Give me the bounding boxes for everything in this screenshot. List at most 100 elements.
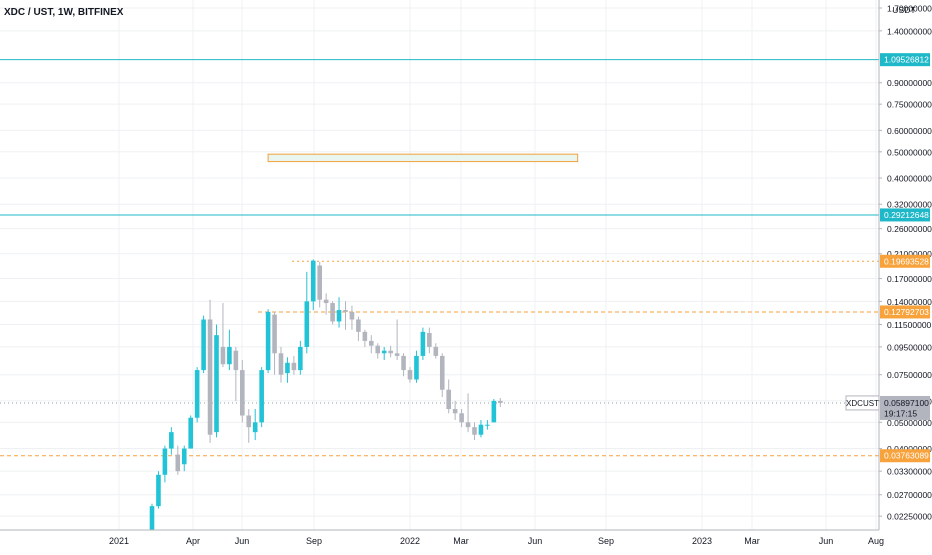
candle-body xyxy=(149,506,155,530)
candle-body xyxy=(439,355,445,390)
chart-title: XDC / UST, 1W, BITFINEX xyxy=(4,7,124,18)
candle[interactable] xyxy=(240,359,245,423)
candle[interactable] xyxy=(491,398,497,423)
price-axis-tick-label: 0.02250000 xyxy=(887,512,932,522)
candle-body xyxy=(407,370,413,380)
candle[interactable] xyxy=(336,297,342,328)
candle[interactable] xyxy=(201,315,206,374)
candle[interactable] xyxy=(375,343,381,359)
time-axis-tick-label: Apr xyxy=(186,536,200,546)
time-axis[interactable]: 2021 Apr Jun Sep 2022 Mar Jun Sep 2023 Mar Jun Aug xyxy=(109,536,884,546)
line-price-label: 1.09526812 xyxy=(884,55,929,65)
candle-body xyxy=(478,424,484,435)
candle-body xyxy=(214,335,219,433)
candles[interactable] xyxy=(149,259,503,530)
candle[interactable] xyxy=(427,327,432,354)
candle[interactable] xyxy=(349,305,355,330)
candle-body xyxy=(259,370,264,423)
candle[interactable] xyxy=(369,335,374,354)
candle-body xyxy=(156,474,161,507)
price-axis-tick-label: 0.03300000 xyxy=(887,467,932,477)
candle[interactable] xyxy=(433,343,439,359)
horizontal-lines[interactable] xyxy=(0,59,879,457)
candle[interactable] xyxy=(498,398,503,407)
candle[interactable] xyxy=(317,261,322,308)
price-axis-tick-label: 0.14000000 xyxy=(887,297,932,307)
candle[interactable] xyxy=(272,311,277,375)
candle[interactable] xyxy=(214,324,219,438)
candle[interactable] xyxy=(394,319,400,360)
candle-body xyxy=(369,340,374,346)
candle-body xyxy=(310,260,316,302)
candle[interactable] xyxy=(175,445,181,475)
time-axis-tick-label: Jun xyxy=(528,536,543,546)
candle[interactable] xyxy=(323,293,329,315)
time-axis-tick-label: Jun xyxy=(819,536,834,546)
candle[interactable] xyxy=(278,346,284,383)
candle[interactable] xyxy=(472,422,477,441)
price-axis-tick-label: 0.21000000 xyxy=(887,249,932,259)
price-axis-tick-label: 0.32000000 xyxy=(887,200,932,210)
time-axis-tick-label: Mar xyxy=(453,536,469,546)
candle[interactable] xyxy=(414,350,419,383)
price-axis-tick-label: 1.70000000 xyxy=(887,4,932,14)
candle[interactable] xyxy=(156,471,161,509)
candle[interactable] xyxy=(149,503,155,530)
candle[interactable] xyxy=(291,355,297,375)
candle[interactable] xyxy=(401,353,406,377)
candle[interactable] xyxy=(356,316,361,341)
candle[interactable] xyxy=(310,259,316,311)
candle[interactable] xyxy=(220,303,226,368)
current-price-value: 0.05897100 xyxy=(884,398,929,408)
price-axis-tick-label: 0.26000000 xyxy=(887,224,932,234)
price-axis-tick-label: 0.40000000 xyxy=(887,174,932,184)
line-price-label-background xyxy=(880,53,930,67)
candle[interactable] xyxy=(246,409,252,443)
candle-body xyxy=(343,310,348,312)
candle[interactable] xyxy=(259,367,264,428)
candle[interactable] xyxy=(446,379,451,414)
candle[interactable] xyxy=(478,420,484,438)
candle[interactable] xyxy=(162,445,168,483)
candle[interactable] xyxy=(420,327,426,360)
candle[interactable] xyxy=(227,329,232,371)
candle[interactable] xyxy=(169,427,174,455)
candle-body xyxy=(278,353,284,375)
candle-body xyxy=(336,310,342,322)
candle[interactable] xyxy=(407,367,413,383)
supply-zone-rectangle[interactable] xyxy=(267,153,579,163)
candle[interactable] xyxy=(252,409,258,441)
candle[interactable] xyxy=(188,415,193,449)
time-axis-tick-label: Mar xyxy=(744,536,760,546)
rectangle-zone[interactable] xyxy=(267,153,579,163)
candle[interactable] xyxy=(388,345,393,358)
candle[interactable] xyxy=(298,340,303,375)
candle-body xyxy=(459,413,464,423)
candle[interactable] xyxy=(381,346,387,360)
current-price-countdown: 19:17:15 xyxy=(884,408,917,418)
candle[interactable] xyxy=(459,409,464,428)
candle[interactable] xyxy=(330,301,335,325)
currency-label: USDT xyxy=(892,5,915,15)
line-price-label-background xyxy=(880,254,930,268)
candle[interactable] xyxy=(485,420,490,430)
time-axis-tick-label: 2023 xyxy=(692,536,712,546)
candle[interactable] xyxy=(194,367,200,423)
candle[interactable] xyxy=(265,309,271,374)
candle[interactable] xyxy=(233,346,239,401)
candle[interactable] xyxy=(304,271,310,354)
candle[interactable] xyxy=(285,357,290,383)
candle[interactable] xyxy=(439,353,445,398)
candle[interactable] xyxy=(452,400,458,421)
candle-body xyxy=(381,350,387,354)
candle[interactable] xyxy=(343,301,348,330)
candle[interactable] xyxy=(207,299,213,443)
candle-body xyxy=(265,311,271,371)
candle-body xyxy=(246,415,252,428)
candle[interactable] xyxy=(465,393,471,433)
symbol-tag: XDCUST xyxy=(846,399,879,408)
candle[interactable] xyxy=(362,329,368,347)
candle[interactable] xyxy=(181,445,187,472)
